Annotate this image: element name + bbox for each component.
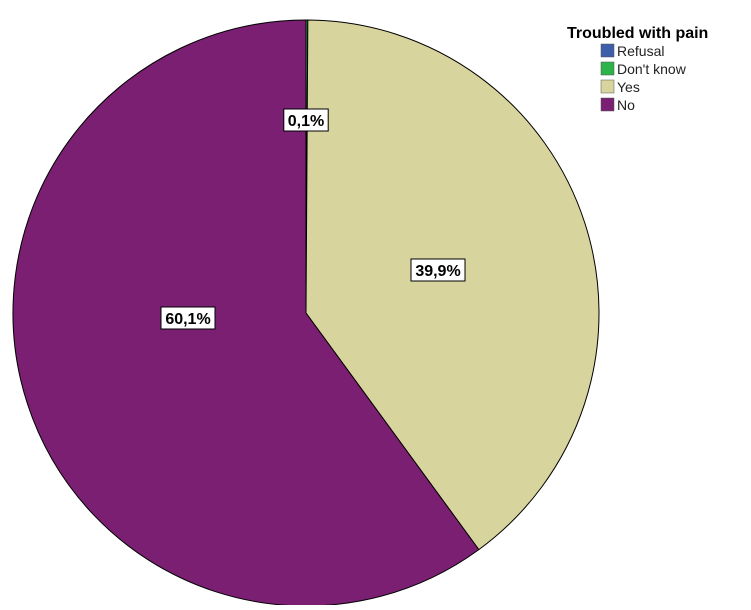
legend-item-refusal: Refusal	[600, 43, 664, 59]
legend-items: Refusal Don't know Yes No	[600, 43, 687, 113]
legend-swatch	[600, 79, 615, 94]
data-label-box	[410, 258, 466, 282]
data-label-yes: 39,9%	[410, 258, 466, 282]
data-label-box	[283, 108, 329, 132]
legend-label: No	[617, 97, 635, 113]
data-label-don-t-know: 0,1%	[283, 108, 329, 132]
legend-swatch	[600, 97, 615, 112]
pie-data-labels: 0,1% 39,9% 60,1%	[160, 108, 466, 330]
data-label-text: 0,1%	[288, 113, 324, 130]
data-label-box	[160, 306, 216, 330]
legend-label: Refusal	[617, 43, 664, 59]
data-label-no: 60,1%	[160, 306, 216, 330]
legend-item-yes: Yes	[600, 79, 640, 95]
legend-item-no: No	[600, 97, 635, 113]
legend-label: Don't know	[617, 61, 687, 77]
legend-item-don-t-know: Don't know	[600, 61, 687, 77]
pie-slices	[12, 19, 600, 607]
legend-title: Troubled with pain	[567, 25, 708, 42]
legend-swatch	[600, 61, 615, 76]
legend: Troubled with pain Refusal Don't know Yes N…	[567, 25, 708, 113]
legend-swatch	[600, 43, 615, 58]
data-label-text: 39,9%	[415, 263, 460, 280]
legend-label: Yes	[617, 79, 640, 95]
pie-slice-yes	[305, 19, 600, 551]
data-label-text: 60,1%	[165, 311, 210, 328]
